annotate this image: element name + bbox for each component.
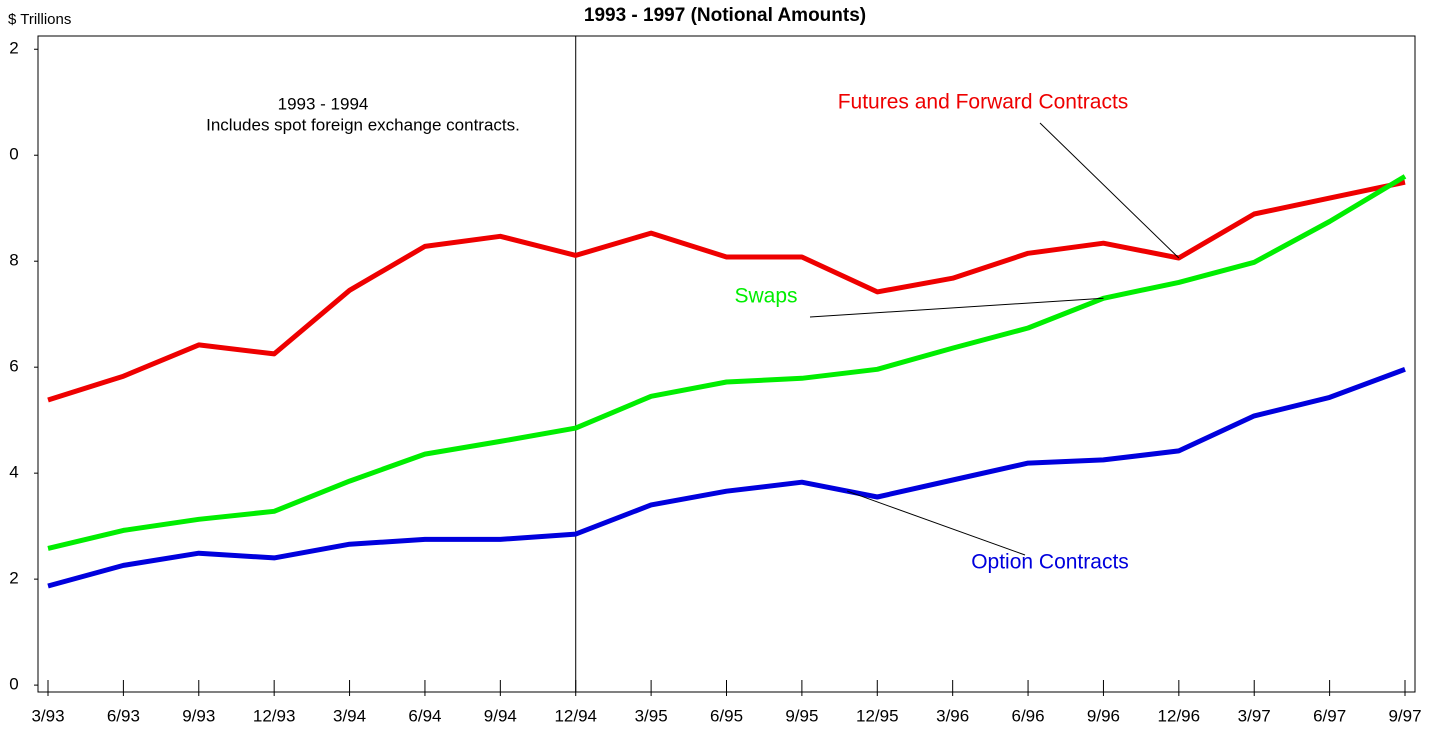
chart-title: 1993 - 1997 (Notional Amounts) bbox=[584, 5, 866, 26]
x-tick-label: 12/93 bbox=[253, 706, 296, 725]
leader-line bbox=[809, 297, 1104, 318]
x-tick-label: 6/93 bbox=[107, 706, 140, 725]
x-tick-label: 6/96 bbox=[1012, 706, 1045, 725]
y-tick-label: 2 bbox=[9, 39, 18, 58]
series-line bbox=[47, 179, 1406, 403]
x-tick-label: 12/95 bbox=[856, 706, 899, 725]
x-tick-label: 3/96 bbox=[936, 706, 969, 725]
x-tick-label: 12/94 bbox=[554, 706, 597, 725]
x-tick-label: 9/96 bbox=[1087, 706, 1120, 725]
annotation: 1993 - 1994 bbox=[278, 94, 369, 113]
x-tick-label: 9/94 bbox=[484, 706, 517, 725]
legend-label: Swaps bbox=[734, 285, 797, 308]
y-tick-label: 6 bbox=[9, 357, 18, 376]
x-tick-label: 3/97 bbox=[1238, 706, 1271, 725]
x-tick-label: 9/97 bbox=[1388, 706, 1421, 725]
legend-label: Futures and Forward Contracts bbox=[838, 91, 1129, 114]
x-tick-label: 9/93 bbox=[182, 706, 215, 725]
y-tick-label: 0 bbox=[9, 145, 18, 164]
annotation: Includes spot foreign exchange contracts… bbox=[206, 115, 520, 134]
y-tick-label: 2 bbox=[9, 569, 18, 588]
leader-line bbox=[1039, 122, 1180, 259]
leader-line bbox=[846, 490, 1026, 556]
x-tick-label: 9/95 bbox=[785, 706, 818, 725]
x-tick-label: 3/94 bbox=[333, 706, 366, 725]
y-axis-label: $ Trillions bbox=[8, 11, 71, 28]
x-tick-label: 3/93 bbox=[31, 706, 64, 725]
series-line bbox=[47, 174, 1407, 551]
legend-label: Option Contracts bbox=[971, 551, 1129, 574]
x-tick-label: 6/97 bbox=[1313, 706, 1346, 725]
x-tick-label: 6/95 bbox=[710, 706, 743, 725]
x-tick-label: 3/95 bbox=[635, 706, 668, 725]
series-line bbox=[47, 366, 1406, 589]
y-tick-label: 0 bbox=[9, 675, 18, 694]
y-tick-label: 4 bbox=[9, 463, 18, 482]
y-tick-label: 8 bbox=[9, 251, 18, 270]
x-tick-label: 12/96 bbox=[1158, 706, 1201, 725]
x-tick-label: 6/94 bbox=[408, 706, 441, 725]
